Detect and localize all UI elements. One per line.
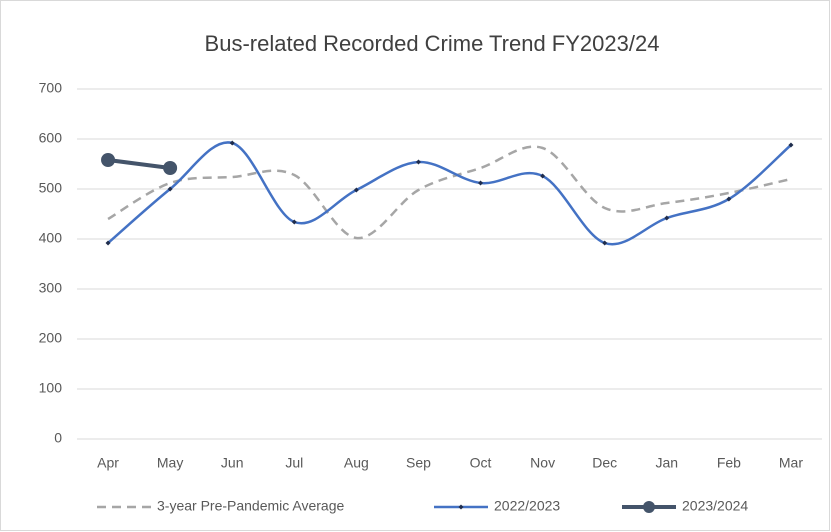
data-point bbox=[415, 159, 421, 165]
legend-marker bbox=[458, 504, 464, 510]
y-tick-label: 700 bbox=[39, 80, 63, 96]
x-tick-label: Mar bbox=[779, 455, 803, 471]
x-tick-label: Jun bbox=[221, 455, 244, 471]
data-point bbox=[163, 161, 178, 175]
x-tick-label: Jan bbox=[656, 455, 679, 471]
x-tick-label: Jul bbox=[285, 455, 303, 471]
data-point bbox=[229, 140, 235, 146]
x-tick-label: Sep bbox=[406, 455, 431, 471]
data-point bbox=[788, 142, 794, 148]
y-tick-label: 300 bbox=[39, 280, 63, 296]
data-point bbox=[602, 240, 608, 246]
data-point bbox=[167, 186, 173, 192]
series-line bbox=[107, 141, 792, 246]
x-tick-label: Dec bbox=[592, 455, 617, 471]
legend-label: 2022/2023 bbox=[494, 498, 560, 514]
series-line bbox=[107, 145, 792, 240]
data-point bbox=[540, 173, 546, 179]
x-tick-label: Nov bbox=[530, 455, 555, 471]
data-point bbox=[353, 187, 359, 193]
data-point bbox=[105, 240, 111, 246]
data-point bbox=[291, 219, 297, 225]
data-point bbox=[478, 180, 484, 186]
x-tick-label: Feb bbox=[717, 455, 741, 471]
y-tick-label: 100 bbox=[39, 380, 63, 396]
x-tick-label: May bbox=[157, 455, 183, 471]
y-tick-label: 200 bbox=[39, 330, 63, 346]
legend-label: 3-year Pre-Pandemic Average bbox=[157, 498, 344, 514]
data-point bbox=[101, 153, 116, 167]
x-tick-label: Apr bbox=[97, 455, 119, 471]
y-tick-label: 500 bbox=[39, 180, 63, 196]
data-point bbox=[664, 215, 670, 221]
y-tick-label: 0 bbox=[54, 430, 62, 446]
chart-title: Bus-related Recorded Crime Trend FY2023/… bbox=[205, 31, 660, 56]
data-point bbox=[726, 196, 732, 202]
legend-label: 2023/2024 bbox=[682, 498, 748, 514]
x-tick-label: Oct bbox=[470, 455, 492, 471]
y-tick-label: 400 bbox=[39, 230, 63, 246]
legend-marker bbox=[643, 501, 655, 513]
x-tick-label: Aug bbox=[344, 455, 369, 471]
y-tick-label: 600 bbox=[39, 130, 63, 146]
